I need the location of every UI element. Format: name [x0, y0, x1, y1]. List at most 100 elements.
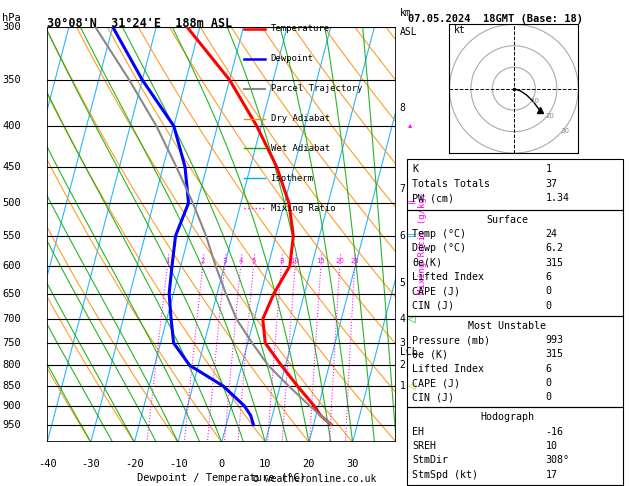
- Text: 0: 0: [545, 392, 552, 402]
- Text: 6: 6: [400, 231, 406, 241]
- Text: © weatheronline.co.uk: © weatheronline.co.uk: [253, 473, 376, 484]
- Text: 308°: 308°: [545, 455, 569, 466]
- Text: 5: 5: [252, 258, 255, 264]
- Text: 1.34: 1.34: [545, 193, 569, 203]
- Text: 30: 30: [560, 128, 569, 134]
- Text: Hodograph: Hodograph: [480, 413, 534, 422]
- Text: $\blacktriangle$: $\blacktriangle$: [407, 122, 413, 131]
- Text: -16: -16: [545, 427, 564, 437]
- Text: 6.2: 6.2: [545, 243, 564, 253]
- Text: 450: 450: [3, 162, 21, 172]
- Text: 24: 24: [545, 229, 557, 239]
- Text: CAPE (J): CAPE (J): [412, 286, 460, 296]
- Text: 315: 315: [545, 349, 564, 359]
- Text: Mixing Ratio (g/kg): Mixing Ratio (g/kg): [418, 192, 427, 294]
- Text: Dewp (°C): Dewp (°C): [412, 243, 466, 253]
- Text: 550: 550: [3, 231, 21, 241]
- Text: Pressure (mb): Pressure (mb): [412, 335, 490, 345]
- Text: 2: 2: [400, 360, 406, 370]
- Text: -40: -40: [38, 459, 57, 469]
- Text: -30: -30: [81, 459, 100, 469]
- Text: LCL: LCL: [400, 347, 418, 357]
- Text: Surface: Surface: [486, 215, 528, 225]
- Text: Dewpoint / Temperature (°C): Dewpoint / Temperature (°C): [137, 473, 306, 484]
- Text: kt: kt: [454, 25, 465, 35]
- Text: 10: 10: [530, 98, 539, 104]
- Text: 10: 10: [259, 459, 272, 469]
- Text: 20: 20: [335, 258, 344, 264]
- Text: 17: 17: [545, 470, 557, 480]
- Text: 0: 0: [545, 301, 552, 311]
- Text: 300: 300: [3, 22, 21, 32]
- Text: CIN (J): CIN (J): [412, 392, 454, 402]
- Text: 950: 950: [3, 419, 21, 430]
- Text: =: =: [407, 198, 416, 208]
- Text: 4: 4: [238, 258, 243, 264]
- Text: K: K: [412, 164, 418, 174]
- Text: 3: 3: [223, 258, 227, 264]
- Text: SREH: SREH: [412, 441, 436, 451]
- Text: Dry Adiabat: Dry Adiabat: [270, 114, 330, 123]
- Text: CAPE (J): CAPE (J): [412, 378, 460, 388]
- Text: 850: 850: [3, 381, 21, 391]
- Text: 0: 0: [219, 459, 225, 469]
- Text: 6: 6: [545, 364, 552, 374]
- Text: 07.05.2024  18GMT (Base: 18): 07.05.2024 18GMT (Base: 18): [408, 14, 582, 24]
- Text: 600: 600: [3, 261, 21, 271]
- Text: 3: 3: [400, 338, 406, 348]
- Text: 15: 15: [316, 258, 325, 264]
- Text: Dewpoint: Dewpoint: [270, 54, 314, 63]
- Text: 37: 37: [545, 179, 557, 189]
- Text: 4: 4: [400, 314, 406, 324]
- Text: 8: 8: [279, 258, 284, 264]
- Text: -10: -10: [169, 459, 187, 469]
- Text: 5: 5: [400, 278, 406, 288]
- Text: 10: 10: [291, 258, 299, 264]
- Text: Parcel Trajectory: Parcel Trajectory: [270, 84, 362, 93]
- Text: hPa: hPa: [3, 13, 21, 22]
- Text: PW (cm): PW (cm): [412, 193, 454, 203]
- Text: 350: 350: [3, 75, 21, 85]
- Text: 400: 400: [3, 121, 21, 131]
- Text: 2: 2: [201, 258, 205, 264]
- Text: 315: 315: [545, 258, 564, 268]
- Text: StmSpd (kt): StmSpd (kt): [412, 470, 478, 480]
- Text: Most Unstable: Most Unstable: [468, 321, 546, 330]
- Text: Temp (°C): Temp (°C): [412, 229, 466, 239]
- Text: 800: 800: [3, 360, 21, 370]
- Text: Totals Totals: Totals Totals: [412, 179, 490, 189]
- Text: 500: 500: [3, 198, 21, 208]
- Text: -20: -20: [125, 459, 144, 469]
- Text: θe (K): θe (K): [412, 349, 448, 359]
- Text: km: km: [400, 8, 411, 18]
- Text: 25: 25: [350, 258, 359, 264]
- Text: 10: 10: [545, 441, 557, 451]
- Text: 750: 750: [3, 338, 21, 348]
- Text: 20: 20: [545, 113, 554, 119]
- Text: EH: EH: [412, 427, 424, 437]
- Text: Isotherm: Isotherm: [270, 174, 314, 183]
- Text: 900: 900: [3, 401, 21, 411]
- Text: $\lhd$: $\lhd$: [407, 381, 416, 392]
- Text: Lifted Index: Lifted Index: [412, 272, 484, 282]
- Text: StmDir: StmDir: [412, 455, 448, 466]
- Text: 700: 700: [3, 314, 21, 324]
- Text: 20: 20: [303, 459, 315, 469]
- Text: =: =: [407, 231, 416, 241]
- Text: ASL: ASL: [400, 27, 418, 37]
- Text: 993: 993: [545, 335, 564, 345]
- Text: 30°08'N  31°24'E  188m ASL: 30°08'N 31°24'E 188m ASL: [47, 17, 233, 30]
- Text: θe(K): θe(K): [412, 258, 442, 268]
- Text: 0: 0: [545, 378, 552, 388]
- Text: 30: 30: [347, 459, 359, 469]
- Text: 1: 1: [545, 164, 552, 174]
- Text: 1: 1: [165, 258, 170, 264]
- Text: Wet Adiabat: Wet Adiabat: [270, 144, 330, 153]
- Text: Lifted Index: Lifted Index: [412, 364, 484, 374]
- Text: 6: 6: [545, 272, 552, 282]
- Text: Mixing Ratio: Mixing Ratio: [270, 204, 335, 213]
- Text: 0: 0: [545, 286, 552, 296]
- Text: 7: 7: [400, 184, 406, 194]
- Text: $\lhd$: $\lhd$: [407, 313, 416, 325]
- Text: 650: 650: [3, 289, 21, 298]
